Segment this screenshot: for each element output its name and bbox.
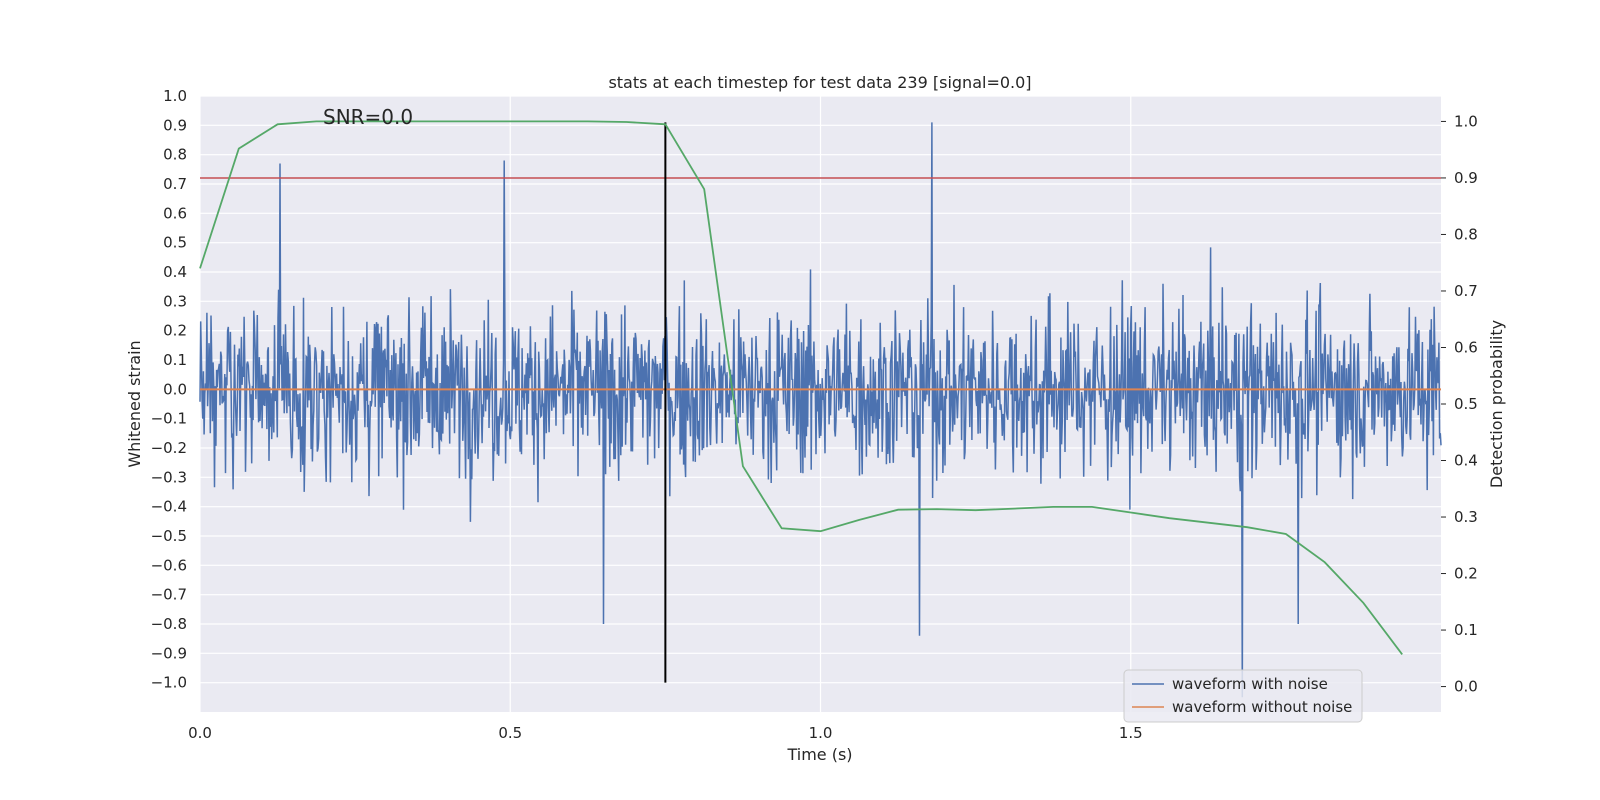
y-right-tick-label: 0.4 xyxy=(1454,452,1478,470)
chart-title: stats at each timestep for test data 239… xyxy=(608,73,1031,92)
y-tick-label: −0.8 xyxy=(151,615,187,633)
y-tick-label: −0.2 xyxy=(151,439,187,457)
x-tick-label: 1.5 xyxy=(1119,724,1143,742)
y-tick-label: 0.7 xyxy=(163,175,187,193)
series-layer xyxy=(199,120,1442,698)
y-tick-label: −0.3 xyxy=(151,468,187,486)
y-tick-label: 0.4 xyxy=(163,263,187,281)
y-tick-label: 0.2 xyxy=(163,322,187,340)
y-axis-label: Whitened strain xyxy=(125,340,144,467)
y-tick-label: 0.6 xyxy=(163,204,187,222)
y-tick-label: 0.1 xyxy=(163,351,187,369)
y-right-tick-label: 0.0 xyxy=(1454,678,1478,696)
y-right-tick-label: 0.8 xyxy=(1454,225,1478,243)
x-tick-label: 0.5 xyxy=(498,724,522,742)
detection-probability-line xyxy=(199,120,1403,655)
legend: waveform with noise waveform without noi… xyxy=(1123,669,1363,723)
x-tick-label: 0.0 xyxy=(188,724,212,742)
y-right-tick-label: 0.3 xyxy=(1454,508,1478,526)
y-tick-label: −0.1 xyxy=(151,410,187,428)
y-right-tick-label: 0.1 xyxy=(1454,621,1478,639)
y-tick-label: 0.9 xyxy=(163,116,187,134)
axis-ticks: 0.0 0.5 1.0 1.5 1.0 0.9 0.8 0.7 0.6 0.5 0.4 0.3 0.2 0… xyxy=(151,87,1478,742)
y-right-tick-label: 0.7 xyxy=(1454,282,1478,300)
y-tick-label: 0.0 xyxy=(163,380,187,398)
y-tick-label: −0.5 xyxy=(151,527,187,545)
y-right-tick-label: 0.5 xyxy=(1454,395,1478,413)
y-right-tick-label: 1.0 xyxy=(1454,112,1478,130)
noisy-waveform-line xyxy=(199,122,1442,698)
grid-lines xyxy=(199,95,1441,712)
y-right-axis-label: Detection probability xyxy=(1487,320,1506,488)
y-tick-label: −0.6 xyxy=(151,556,187,574)
x-axis-label: Time (s) xyxy=(786,745,852,764)
legend-label-clean: waveform without noise xyxy=(1172,698,1352,716)
y-tick-label: 0.8 xyxy=(163,146,187,164)
y-tick-label: −0.7 xyxy=(151,586,187,604)
y-tick-label: 1.0 xyxy=(163,87,187,105)
snr-annotation: SNR=0.0 xyxy=(323,105,413,129)
y-tick-label: −0.4 xyxy=(151,498,187,516)
y-tick-label: −1.0 xyxy=(151,674,187,692)
y-right-tick-label: 0.6 xyxy=(1454,338,1478,356)
y-right-tick-label: 0.2 xyxy=(1454,565,1478,583)
legend-label-noise: waveform with noise xyxy=(1172,675,1328,693)
y-right-tick-label: 0.9 xyxy=(1454,169,1478,187)
y-tick-label: 0.3 xyxy=(163,292,187,310)
y-tick-label: −0.9 xyxy=(151,644,187,662)
x-tick-label: 1.0 xyxy=(809,724,833,742)
y-tick-label: 0.5 xyxy=(163,234,187,252)
legend-box xyxy=(1123,669,1363,723)
